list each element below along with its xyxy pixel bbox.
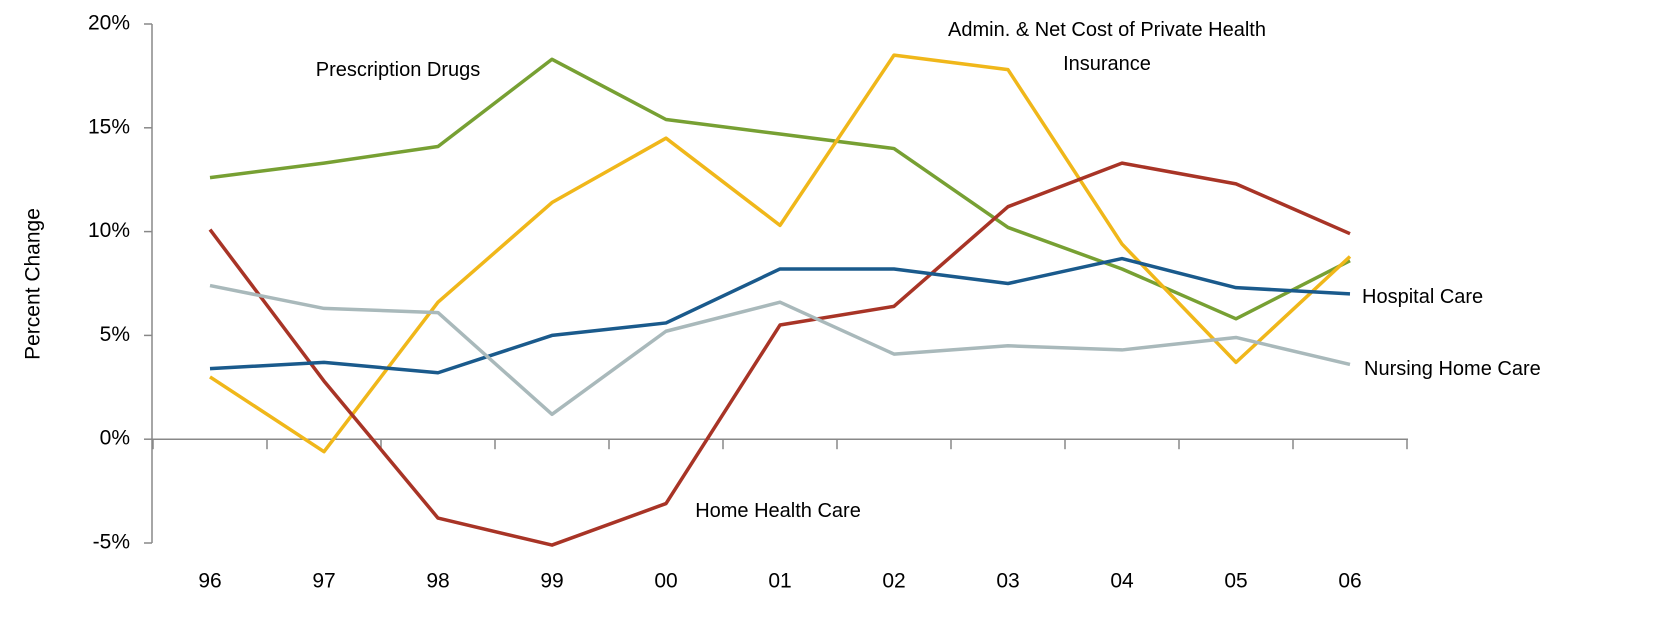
- series-label: Prescription Drugs: [315, 59, 481, 81]
- x-tick-label: 97: [312, 570, 335, 593]
- x-tick-label: 00: [654, 570, 677, 593]
- series-label: Hospital Care: [1362, 286, 1484, 308]
- x-tick-label: 99: [540, 570, 563, 593]
- x-tick-label: 01: [768, 570, 791, 593]
- x-tick-label: 05: [1224, 570, 1247, 593]
- series-line: [209, 57, 1351, 321]
- x-tick-label: 03: [996, 570, 1019, 593]
- series-label: Admin. & Net Cost of Private Health Insu…: [948, 19, 1266, 75]
- y-tick-label: 0%: [100, 427, 130, 450]
- x-tick-label: 04: [1110, 570, 1134, 593]
- x-tick-label: 06: [1338, 570, 1361, 593]
- y-tick-label: -5%: [93, 531, 130, 554]
- series-label: Home Health Care: [695, 500, 861, 522]
- y-tick-label: 5%: [100, 323, 130, 346]
- series-line: [209, 256, 1351, 375]
- x-tick-label: 02: [882, 570, 905, 593]
- y-tick-label: 15%: [88, 115, 130, 138]
- series-label: Nursing Home Care: [1364, 358, 1541, 380]
- x-tick-label: 96: [198, 570, 221, 593]
- series-line: [209, 283, 1351, 417]
- series-line: [208, 161, 1351, 547]
- series-line: [209, 53, 1352, 454]
- x-tick-label: 98: [426, 570, 449, 593]
- y-tick-label: 10%: [88, 219, 130, 242]
- y-tick-label: 20%: [88, 12, 130, 35]
- y-axis-label: Percent Change: [22, 208, 45, 360]
